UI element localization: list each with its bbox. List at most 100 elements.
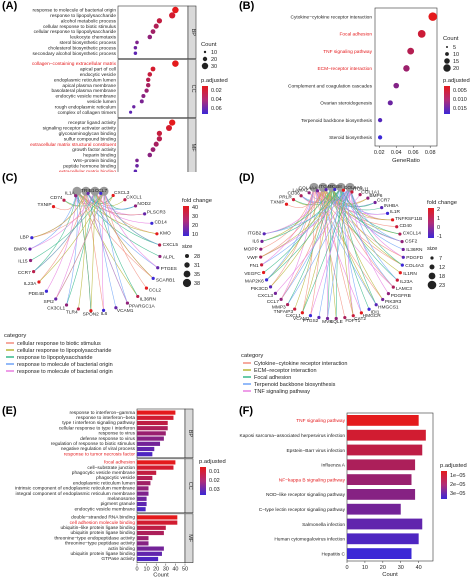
x-tick-label: 50 [182, 567, 188, 573]
gene-node [51, 205, 56, 209]
bar [137, 426, 168, 431]
data-point [139, 99, 144, 104]
gene-label: TNFRSF11B [395, 216, 422, 222]
term-label: cholesterol biosynthetic process [48, 45, 117, 51]
term-label: Terpenoid backbone biosynthesis [301, 118, 373, 124]
gene-node [366, 196, 370, 200]
term-label: sulfur compound binding [64, 136, 117, 142]
legend-fold-title: fold change [427, 200, 457, 206]
gene-node [324, 188, 328, 192]
term-label: endocytic vesicle [80, 72, 117, 78]
term-label: Human cytomegalovirus infection [274, 537, 345, 543]
gene-label: TNFAIP3 [274, 309, 294, 315]
legend-count-dot [445, 52, 449, 56]
gene-label: CXCL1 [286, 313, 302, 319]
legend-p-title: p.adjusted [201, 78, 228, 84]
legend-category-label: Cytokine−cytokine receptor interaction [254, 361, 347, 367]
network-edge [347, 187, 354, 316]
data-point [145, 77, 151, 83]
gene-label: CD74 [50, 195, 63, 201]
bar [137, 507, 146, 512]
gene-node [123, 198, 127, 202]
category-hub-node [345, 182, 355, 192]
gene-node [114, 306, 118, 310]
gene-label: IL1RN [403, 271, 417, 277]
gene-label: IDI1 [371, 309, 380, 315]
legend-p-title: p.adjusted [440, 463, 467, 469]
bar [137, 431, 166, 436]
gene-label: COL1A1 [361, 189, 380, 195]
bar [137, 515, 178, 520]
data-point [156, 130, 163, 137]
x-tick-label: 0 [135, 567, 138, 573]
data-point [156, 18, 163, 24]
data-point [141, 93, 146, 99]
data-point [135, 164, 139, 168]
legend-count-label: 10 [453, 52, 459, 58]
term-label: pigment granule [101, 501, 136, 507]
panel-d: (D) TXNIP PRLR CD36 LAMA2 COL4A4 ITGA8 ITGB8 CO… [237, 172, 474, 402]
term-label: response to molecule of bacterial origin [33, 8, 117, 14]
gene-node [155, 232, 159, 236]
legend-fold-label: 30 [192, 214, 198, 220]
facet-strip-BP [187, 5, 197, 59]
network-edge [261, 187, 342, 266]
term-label: response to tumor necrosis factor [64, 451, 136, 457]
gene-node [86, 191, 90, 196]
network-edge [340, 187, 354, 316]
bar [347, 415, 419, 426]
term-label: cellular response to biotic stimulus [43, 24, 117, 30]
network-edge [327, 187, 351, 319]
gene-label: CD40 [399, 223, 412, 229]
gene-node [401, 247, 405, 252]
data-point [417, 30, 426, 38]
gene-node [151, 276, 155, 281]
x-tick-label: 30 [398, 565, 404, 571]
network-edge [66, 191, 78, 306]
bar [347, 489, 416, 500]
x-tick-label: 20 [153, 567, 159, 573]
term-label: Salmonella infection [302, 522, 345, 528]
term-label: TNF signaling pathway [296, 418, 345, 424]
legend-count-title: Count [201, 42, 217, 48]
legend-p-label: 0.015 [453, 106, 467, 112]
term-label: Cytokine−cytokine receptor interaction [291, 14, 373, 20]
data-point [153, 141, 159, 147]
gene-node [156, 266, 160, 270]
gene-label: CXCL3 [258, 293, 274, 299]
legend-size-dot [185, 254, 189, 258]
network-edge [38, 191, 87, 283]
legend-size-dot [183, 270, 191, 278]
term-label: signaling receptor activator activity [43, 126, 117, 132]
legend-category-label: Focal adhesion [254, 375, 291, 381]
gene-node [28, 258, 33, 263]
x-tick-label: 20 [380, 565, 386, 571]
gene-node [398, 271, 402, 275]
data-point [129, 110, 133, 114]
term-label: C−type lectin receptor signaling pathway [259, 507, 346, 513]
gene-label: IL1A [65, 190, 76, 196]
network-edge [266, 187, 342, 281]
term-label: leukocyte chemotaxis [70, 35, 116, 41]
gene-label: SCARB1 [156, 277, 176, 283]
legend-category-title: category [241, 353, 263, 359]
term-label: Ovarian steroidogenesis [320, 101, 372, 107]
gene-label: HMGCR [363, 313, 382, 319]
term-label: heparin binding [83, 153, 116, 159]
gene-node [386, 291, 391, 296]
panel-c: (C) TXNIP CD74 IL1A TRIB1 CCL7 CXCL3 CXCL1 NOD2… [0, 172, 237, 402]
gene-label: ITGA11 [353, 187, 370, 193]
term-label: melanosome [108, 496, 136, 502]
legend-p-label: 1e−05 [450, 473, 465, 479]
legend-count-dot [203, 50, 207, 54]
gene-node [315, 189, 320, 193]
gene-node [343, 315, 347, 320]
gene-node [37, 280, 41, 284]
gene-label: PPARGC1A [129, 303, 156, 309]
gene-label: TRIB1 [81, 188, 95, 194]
term-label: threonine−type peptidase activity [65, 541, 136, 547]
legend-fold-label: 1 [437, 216, 440, 222]
network-edge [103, 191, 160, 246]
gene-label: SQLE [330, 319, 343, 325]
